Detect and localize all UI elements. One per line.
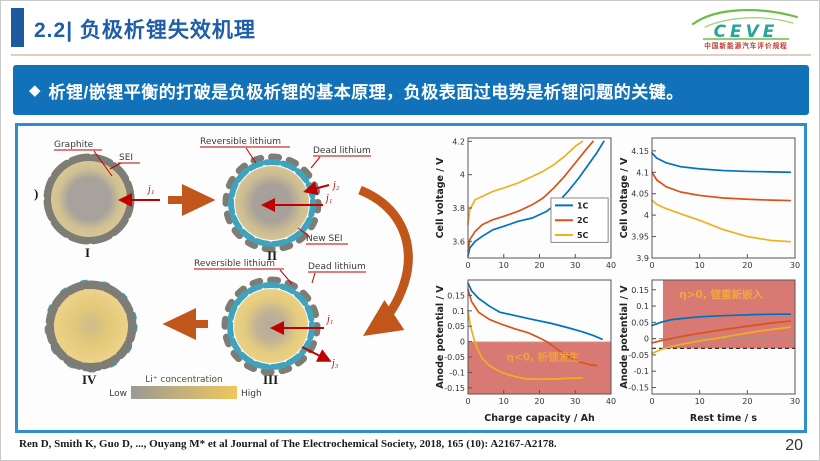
reversible-lithium-label: Reversible lithium xyxy=(200,137,281,147)
svg-text:20: 20 xyxy=(534,261,544,270)
svg-text:5C: 5C xyxy=(577,231,589,240)
page-title: 2.2| 负极析锂失效机理 xyxy=(34,19,256,42)
key-message-banner: ◆ 析锂/嵌锂平衡的打破是负极析锂的基本原理，负极表面过电势是析锂问题的关键。 xyxy=(13,65,809,115)
colorbar-low-label: Low xyxy=(109,389,127,399)
svg-text:0: 0 xyxy=(460,338,465,347)
svg-text:η>0, 锂重新嵌入: η>0, 锂重新嵌入 xyxy=(679,288,763,301)
svg-text:Anode potential / V: Anode potential / V xyxy=(619,285,630,389)
svg-text:0: 0 xyxy=(649,397,654,406)
svg-text:30: 30 xyxy=(570,261,580,270)
colorbar-high-label: High xyxy=(241,389,262,399)
svg-text:Anode potential / V: Anode potential / V xyxy=(435,285,446,389)
svg-text:-0.05: -0.05 xyxy=(444,353,465,362)
svg-text:0: 0 xyxy=(465,261,470,270)
svg-text:-0.15: -0.15 xyxy=(628,383,649,392)
svg-text:η<0, 析锂发生: η<0, 析锂发生 xyxy=(506,351,580,364)
page-number: 20 xyxy=(785,437,803,454)
content-box: ) Graphite SEI j₁ I xyxy=(15,123,807,433)
svg-text:-0.1: -0.1 xyxy=(633,367,649,376)
stage-4-numeral: IV xyxy=(82,372,97,387)
svg-text:10: 10 xyxy=(499,397,509,406)
dead-lithium-label: Dead lithium xyxy=(308,262,366,272)
svg-text:1C: 1C xyxy=(577,201,589,210)
logo-subtitle: 中国新能源汽车评价规程 xyxy=(704,41,788,50)
svg-text:Charge capacity / Ah: Charge capacity / Ah xyxy=(484,413,595,424)
title-accent-bar xyxy=(11,8,24,47)
svg-text:0.05: 0.05 xyxy=(631,318,649,327)
svg-text:4: 4 xyxy=(644,211,649,220)
svg-text:-0.1: -0.1 xyxy=(449,368,465,377)
svg-text:0.1: 0.1 xyxy=(636,302,649,311)
svg-text:30: 30 xyxy=(790,261,800,270)
dead-lithium-label: Dead lithium xyxy=(313,146,371,156)
logo-brand: CEVE xyxy=(714,22,779,42)
j1-label: j₁ xyxy=(324,193,332,204)
svg-text:4.2: 4.2 xyxy=(452,137,465,146)
svg-text:30: 30 xyxy=(570,397,580,406)
svg-text:0.15: 0.15 xyxy=(447,291,465,300)
charts-panel: 0 10 20 30 40 3.6 3.8 4 4.2 Cell voltage / V 1C 2C 5… xyxy=(434,126,802,428)
svg-text:10: 10 xyxy=(695,261,705,270)
colorbar-title: Li⁺ concentration xyxy=(145,375,222,385)
diamond-bullet-icon: ◆ xyxy=(29,82,41,99)
chart-cell-voltage-vs-capacity: 0 10 20 30 40 3.6 3.8 4 4.2 Cell voltage / V 1C 2C 5… xyxy=(435,137,616,270)
svg-text:20: 20 xyxy=(742,261,752,270)
stage-1-numeral: I xyxy=(85,245,90,260)
svg-text:-0.05: -0.05 xyxy=(628,351,649,360)
svg-text:40: 40 xyxy=(606,397,616,406)
car-swoosh-icon xyxy=(691,9,799,28)
arrow-stage2-to-stage3 xyxy=(358,185,413,336)
citation: Ren D, Smith K, Guo D, ..., Ouyang M* et… xyxy=(19,438,557,450)
svg-text:4.1: 4.1 xyxy=(636,168,649,177)
svg-text:0: 0 xyxy=(465,397,470,406)
svg-text:0: 0 xyxy=(649,261,654,270)
svg-text:0.1: 0.1 xyxy=(452,307,465,316)
svg-text:0.05: 0.05 xyxy=(447,322,465,331)
j1-label: j₁ xyxy=(146,184,154,195)
stage-3-numeral: III xyxy=(263,372,278,387)
svg-text:4.15: 4.15 xyxy=(631,147,649,156)
svg-text:3.9: 3.9 xyxy=(636,254,649,263)
stage-4-particle: IV xyxy=(44,279,138,387)
svg-text:0: 0 xyxy=(644,335,649,344)
svg-text:40: 40 xyxy=(606,261,616,270)
svg-text:Cell voltage / V: Cell voltage / V xyxy=(435,157,446,238)
reversible-lithium-label: Reversible lithium xyxy=(194,259,275,269)
lithium-plating-diagram: ) Graphite SEI j₁ I xyxy=(34,137,413,399)
j1-label: j₁ xyxy=(325,314,333,325)
svg-text:-0.15: -0.15 xyxy=(444,384,465,393)
chart-anode-potential-vs-capacity: 0 10 20 30 40 -0.15 -0.1 -0.05 0 0.05 0.1 0.15Anode… xyxy=(435,279,616,424)
svg-text:3.8: 3.8 xyxy=(452,204,465,213)
li-concentration-colorbar: Li⁺ concentration Low High xyxy=(109,375,262,399)
stage-2-particle: Reversible lithium Dead lithium j₂ j₁ Ne… xyxy=(200,137,371,263)
header-divider xyxy=(11,54,811,56)
stage-3-particle: Reversible lithium Dead lithium j₁ j₃ II… xyxy=(194,259,366,387)
svg-text:Rest time / s: Rest time / s xyxy=(690,413,757,424)
j2-label: j₂ xyxy=(331,180,340,191)
sei-label: SEI xyxy=(119,153,133,163)
j3-label: j₃ xyxy=(330,358,339,369)
figure-label: ) xyxy=(34,186,38,201)
svg-text:20: 20 xyxy=(534,397,544,406)
svg-text:4: 4 xyxy=(460,171,465,180)
key-message-text: 析锂/嵌锂平衡的打破是负极析锂的基本原理，负极表面过电势是析锂问题的关键。 xyxy=(48,82,684,102)
svg-text:Cell voltage / V: Cell voltage / V xyxy=(619,157,630,238)
svg-text:20: 20 xyxy=(742,397,752,406)
svg-text:3.95: 3.95 xyxy=(631,233,649,242)
stage-1-particle: Graphite SEI j₁ I xyxy=(43,140,160,260)
svg-text:10: 10 xyxy=(695,397,705,406)
ceve-logo: CEVE 中国新能源汽车评价规程 xyxy=(685,4,807,54)
new-sei-label: New SEI xyxy=(306,234,343,244)
stage-2-numeral: II xyxy=(267,248,277,263)
svg-text:3.6: 3.6 xyxy=(452,237,465,246)
svg-text:30: 30 xyxy=(790,397,800,406)
svg-text:0.15: 0.15 xyxy=(631,286,649,295)
svg-text:4.05: 4.05 xyxy=(631,190,649,199)
graphite-label: Graphite xyxy=(54,140,94,150)
svg-text:2C: 2C xyxy=(577,216,589,225)
svg-text:10: 10 xyxy=(499,261,509,270)
